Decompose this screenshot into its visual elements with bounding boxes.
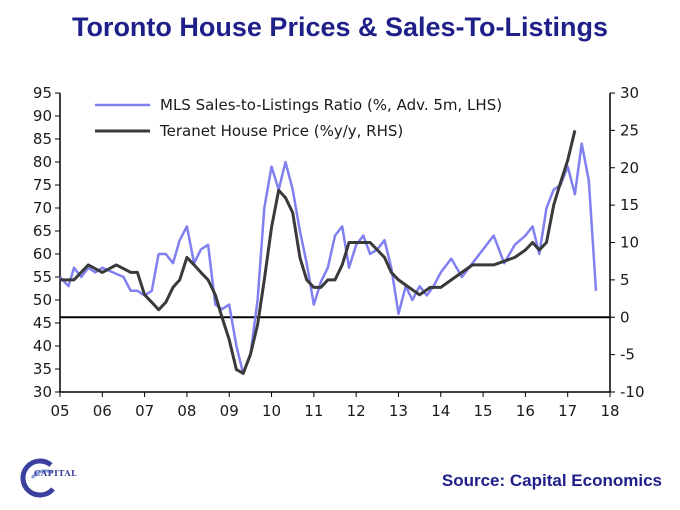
x-tick-label: 14	[431, 402, 450, 420]
left-tick-label: 30	[33, 383, 52, 401]
right-tick-label: 25	[620, 121, 639, 139]
logo-text: CAPITAL	[34, 468, 78, 478]
source-note: Source: Capital Economics	[441, 471, 662, 490]
left-tick-label: 65	[33, 222, 52, 240]
left-tick-label: 35	[33, 360, 52, 378]
x-tick-label: 05	[50, 402, 69, 420]
x-tick-label: 18	[600, 402, 619, 420]
capital-economics-logo: CAPITAL	[18, 456, 88, 498]
logo-mark-icon	[20, 458, 60, 498]
x-tick-label: 12	[347, 402, 366, 420]
left-tick-label: 50	[33, 291, 52, 309]
x-tick-label: 06	[93, 402, 112, 420]
chart-legend: MLS Sales-to-Listings Ratio (%, Adv. 5m,…	[95, 96, 502, 140]
left-tick-label: 85	[33, 130, 52, 148]
left-tick-label: 90	[33, 107, 52, 125]
left-tick-label: 75	[33, 176, 52, 194]
left-tick-label: 45	[33, 314, 52, 332]
legend-label: Teranet House Price (%y/y, RHS)	[159, 122, 403, 140]
right-tick-label: 15	[620, 196, 639, 214]
right-tick-label: 30	[620, 84, 639, 102]
x-tick-label: 07	[135, 402, 154, 420]
right-tick-label: 10	[620, 234, 639, 252]
chart-axes: 9590858075706560555045403530302520151050…	[33, 84, 645, 420]
right-tick-label: 5	[620, 271, 630, 289]
x-tick-label: 17	[558, 402, 577, 420]
x-tick-label: 08	[177, 402, 196, 420]
right-tick-label: 20	[620, 159, 639, 177]
left-tick-label: 55	[33, 268, 52, 286]
right-tick-label: -10	[620, 383, 645, 401]
x-tick-label: 10	[262, 402, 281, 420]
series-line-teranet-price	[60, 130, 577, 375]
left-tick-label: 40	[33, 337, 52, 355]
x-tick-label: 11	[304, 402, 323, 420]
left-tick-label: 70	[33, 199, 52, 217]
right-tick-label: 0	[620, 308, 630, 326]
x-tick-label: 09	[220, 402, 239, 420]
chart-title: Toronto House Prices & Sales-To-Listings	[71, 12, 609, 42]
x-tick-label: 15	[474, 402, 493, 420]
chart-series	[59, 130, 598, 375]
legend-label: MLS Sales-to-Listings Ratio (%, Adv. 5m,…	[160, 96, 502, 114]
right-tick-label: -5	[620, 346, 635, 364]
left-tick-label: 95	[33, 84, 52, 102]
chart-svg: 9590858075706560555045403530302520151050…	[33, 84, 645, 420]
x-tick-label: 16	[516, 402, 535, 420]
x-tick-label: 13	[389, 402, 408, 420]
left-tick-label: 60	[33, 245, 52, 263]
left-tick-label: 80	[33, 153, 52, 171]
